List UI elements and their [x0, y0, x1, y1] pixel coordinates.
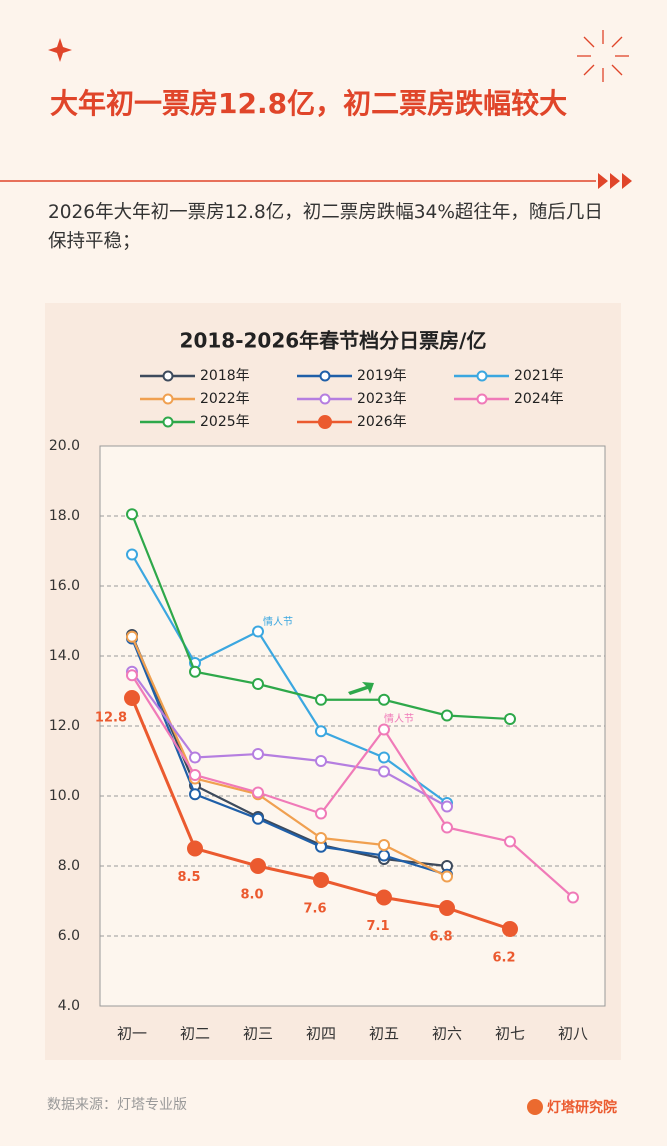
x-tick-label: 初二 [180, 1025, 210, 1043]
subtitle: 2026年大年初一票房12.8亿，初二票房跌幅34%超往年，随后几日保持平稳； [48, 202, 603, 252]
series-line [130, 636, 448, 878]
value-label: 6.2 [492, 951, 515, 966]
sparkle-icon [48, 38, 72, 62]
data-point [252, 678, 264, 690]
data-point [567, 891, 579, 904]
legend-label: 2021年 [514, 368, 564, 384]
series-line [131, 671, 448, 808]
data-point [126, 548, 138, 561]
legend-marker [162, 370, 174, 382]
data-point [252, 812, 264, 825]
annotation: 情人节 [263, 615, 293, 628]
series-line [131, 674, 574, 899]
brand-icon [527, 1099, 543, 1115]
x-tick-label: 初七 [495, 1025, 525, 1043]
data-point [250, 858, 266, 874]
legend-label: 2019年 [357, 368, 407, 384]
trend-arrow [348, 682, 374, 695]
x-tick-label: 初五 [369, 1025, 399, 1043]
data-point [126, 508, 138, 521]
legend-label: 2025年 [200, 414, 250, 430]
data-point [441, 821, 453, 834]
data-point [441, 709, 453, 722]
data-point [441, 870, 453, 883]
y-tick-label: 18.0 [49, 508, 80, 524]
data-point [126, 669, 138, 682]
page-title: 大年初一票房12.8亿，初二票房跌幅较大 [50, 87, 567, 120]
y-tick-label: 4.0 [58, 998, 80, 1014]
data-point [504, 713, 516, 725]
value-label: 7.1 [366, 919, 389, 934]
legend-label: 2022年 [200, 391, 250, 407]
legend-marker [162, 416, 174, 428]
legend-marker [476, 393, 488, 405]
y-tick-label: 12.0 [49, 718, 80, 734]
divider-arrows [598, 173, 632, 189]
legend-marker [162, 393, 174, 405]
data-point [189, 751, 201, 764]
data-point [252, 748, 264, 760]
y-tick-label: 14.0 [49, 648, 80, 664]
data-point [376, 889, 392, 906]
legend-marker [319, 370, 331, 382]
data-point [315, 807, 327, 820]
chart-title: 2018-2026年春节档分日票房/亿 [180, 329, 487, 353]
x-tick-label: 初四 [306, 1025, 336, 1043]
data-point [378, 839, 390, 851]
legend-marker [318, 415, 332, 429]
data-point [378, 765, 390, 778]
annotation: 情人节 [384, 712, 414, 725]
data-point [378, 751, 390, 764]
value-label: 8.5 [177, 870, 200, 885]
data-point [502, 921, 518, 937]
plot-border [99, 445, 606, 1007]
series-line [130, 638, 448, 876]
y-tick-label: 20.0 [49, 438, 80, 454]
x-tick-label: 初八 [558, 1025, 588, 1043]
data-point [313, 872, 329, 888]
x-tick-label: 初六 [432, 1025, 462, 1043]
data-point [315, 693, 327, 706]
data-point [378, 849, 390, 862]
data-point [315, 755, 327, 767]
value-label: 8.0 [240, 888, 263, 903]
data-point [189, 769, 201, 781]
data-point [378, 723, 390, 736]
source: 数据来源：灯塔专业版 [47, 1097, 187, 1113]
data-point [315, 832, 327, 844]
data-point [504, 835, 516, 848]
legend-marker [319, 393, 331, 405]
data-point [378, 693, 390, 706]
y-tick-label: 16.0 [49, 578, 80, 594]
data-point [189, 665, 201, 678]
y-tick-label: 8.0 [58, 858, 80, 874]
firework-icon [577, 30, 629, 82]
brand: 灯塔研究院 [547, 1099, 617, 1116]
value-label: 12.8 [95, 711, 127, 726]
legend-label: 2018年 [200, 368, 250, 384]
data-point [439, 900, 455, 916]
x-tick-label: 初三 [243, 1025, 273, 1043]
data-point [189, 788, 201, 801]
data-point [126, 630, 138, 643]
data-point [187, 840, 203, 857]
data-point [315, 725, 327, 738]
y-tick-label: 6.0 [58, 928, 80, 944]
data-point [252, 786, 264, 799]
data-point [124, 690, 140, 706]
value-label: 6.8 [429, 930, 452, 945]
data-point [252, 625, 264, 638]
legend-marker [476, 370, 488, 382]
data-point [441, 800, 453, 813]
legend-label: 2026年 [357, 414, 407, 430]
legend-label: 2023年 [357, 391, 407, 407]
value-label: 7.6 [303, 902, 326, 917]
legend-label: 2024年 [514, 391, 564, 407]
x-tick-label: 初一 [117, 1025, 147, 1043]
y-tick-label: 10.0 [49, 788, 80, 804]
